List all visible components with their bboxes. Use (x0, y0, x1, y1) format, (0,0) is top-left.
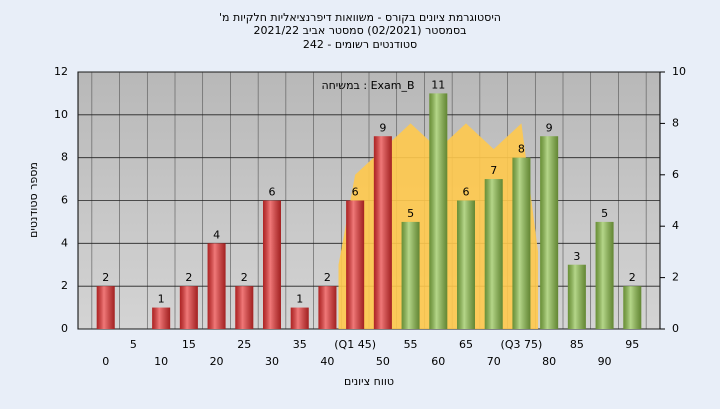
x-tick-label: 15 (182, 338, 196, 351)
value-label: 4 (213, 228, 220, 241)
value-label: 8 (518, 143, 525, 156)
value-label: 2 (241, 271, 248, 284)
bar-shine (540, 136, 559, 329)
bar-shine (152, 307, 171, 329)
y-tick-label: 4 (61, 236, 68, 249)
x-tick-label: 0 (102, 355, 109, 368)
title-line: בסמסטר (02/2021) סמסטר אביב 2021/22 (253, 24, 466, 37)
x-tick-label: 85 (570, 338, 584, 351)
x-tick-label: 40 (320, 355, 334, 368)
x-tick-label: 95 (625, 338, 639, 351)
value-label: 2 (324, 271, 331, 284)
value-label: 9 (379, 121, 386, 134)
value-label: 2 (629, 271, 636, 284)
x-tick-label: 35 (293, 338, 307, 351)
value-label: 2 (185, 271, 192, 284)
bar-shine (623, 286, 642, 329)
value-label: 5 (601, 207, 608, 220)
bar-shine (373, 136, 392, 329)
bar-shine (457, 200, 475, 329)
value-label: 11 (431, 78, 445, 91)
x-tick-label: 70 (487, 355, 501, 368)
y-tick-label: 12 (54, 65, 68, 78)
title-line: סטודנטים רשומים - 242 (303, 38, 417, 51)
value-label: 3 (573, 250, 580, 263)
x-tick-label: 60 (431, 355, 445, 368)
y-tick-label: 10 (54, 108, 68, 121)
bar-shine (235, 286, 254, 329)
bar-shine (179, 286, 198, 329)
x-tick-label: 90 (598, 355, 612, 368)
y-axis-title: מספר סטודנטים (27, 162, 40, 238)
value-label: 1 (158, 293, 165, 306)
bar-shine (595, 221, 614, 329)
x-tick-label: (Q1 45) (334, 338, 376, 351)
x-tick-label: 55 (404, 338, 418, 351)
bar-shine (512, 157, 531, 329)
bar-shine (207, 243, 226, 329)
annotation: Exam_B : במשיחה (321, 79, 414, 92)
bar-shine (346, 200, 365, 329)
bar-shine (484, 179, 503, 329)
bar-shine (401, 221, 420, 329)
bar-shine (318, 286, 337, 329)
x-tick-label: 10 (154, 355, 168, 368)
x-tick-label: 80 (542, 355, 556, 368)
x-tick-label: 5 (130, 338, 137, 351)
x-tick-label: 30 (265, 355, 279, 368)
y2-tick-label: 8 (672, 116, 679, 129)
value-label: 6 (352, 186, 359, 199)
y-tick-label: 2 (61, 279, 68, 292)
x-tick-label: (Q3 75) (501, 338, 543, 351)
value-label: 9 (546, 121, 553, 134)
y2-tick-label: 0 (672, 322, 679, 335)
bar-shine (263, 200, 281, 329)
y-tick-label: 6 (61, 194, 68, 207)
value-label: 2 (102, 271, 109, 284)
y2-tick-label: 2 (672, 271, 679, 284)
bar-shine (290, 307, 309, 329)
bar-shine (429, 93, 448, 330)
x-tick-label: 25 (237, 338, 251, 351)
bar-shine (96, 286, 115, 329)
value-label: 1 (296, 293, 303, 306)
value-label: 7 (490, 164, 497, 177)
x-tick-label: 20 (210, 355, 224, 368)
x-tick-label: 65 (459, 338, 473, 351)
x-tick-label: 50 (376, 355, 390, 368)
bar-shine (567, 264, 586, 329)
y-tick-label: 0 (61, 322, 68, 335)
y2-tick-label: 6 (672, 168, 679, 181)
value-label: 6 (269, 186, 276, 199)
value-label: 6 (463, 186, 470, 199)
value-label: 5 (407, 207, 414, 220)
y2-tick-label: 4 (672, 219, 679, 232)
y2-tick-label: 10 (672, 65, 686, 78)
x-axis-title: טווח ציונים (344, 375, 394, 388)
title-line: היסטוגרמת ציונים בקורס - משוואות דיפרנצי… (219, 11, 501, 24)
y-tick-label: 8 (61, 151, 68, 164)
